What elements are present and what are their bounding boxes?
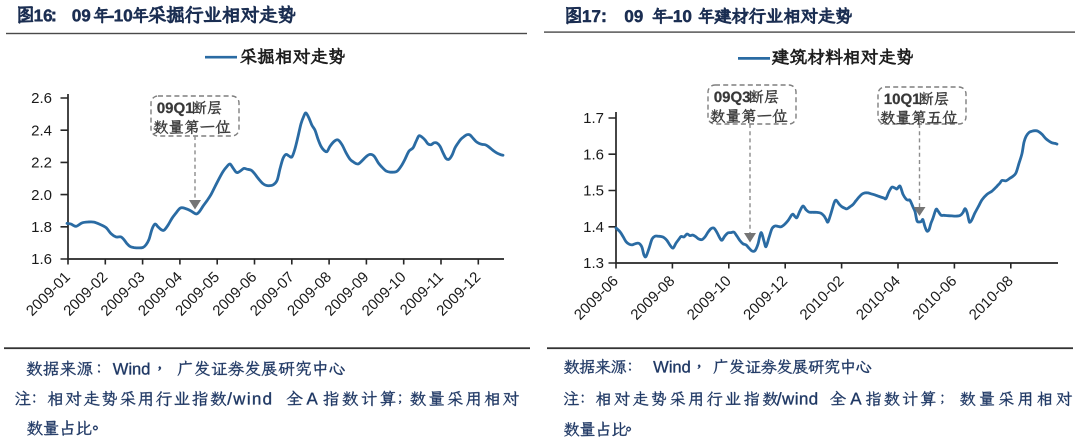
svg-text:2010-06: 2010-06 [909, 273, 960, 324]
svg-text:2009-06: 2009-06 [571, 273, 622, 324]
svg-text:1.6: 1.6 [31, 251, 52, 268]
svg-text:1.4: 1.4 [583, 219, 604, 236]
svg-text:2009-12: 2009-12 [740, 273, 791, 324]
svg-text:2010-04: 2010-04 [853, 273, 904, 324]
svg-text:2.0: 2.0 [31, 187, 52, 204]
svg-text:2.6: 2.6 [31, 90, 52, 107]
svg-text:2010-08: 2010-08 [966, 273, 1017, 324]
svg-text:2010-02: 2010-02 [797, 273, 848, 324]
svg-text:1.3: 1.3 [583, 255, 604, 272]
svg-text:1.5: 1.5 [583, 183, 604, 200]
svg-text:2.4: 2.4 [31, 122, 52, 139]
svg-text:1.8: 1.8 [31, 219, 52, 236]
svg-text:2.2: 2.2 [31, 155, 52, 172]
svg-text:1.6: 1.6 [583, 146, 604, 163]
svg-text:2009-10: 2009-10 [684, 273, 735, 324]
svg-text:1.7: 1.7 [583, 110, 604, 127]
svg-text:2009-08: 2009-08 [627, 273, 678, 324]
